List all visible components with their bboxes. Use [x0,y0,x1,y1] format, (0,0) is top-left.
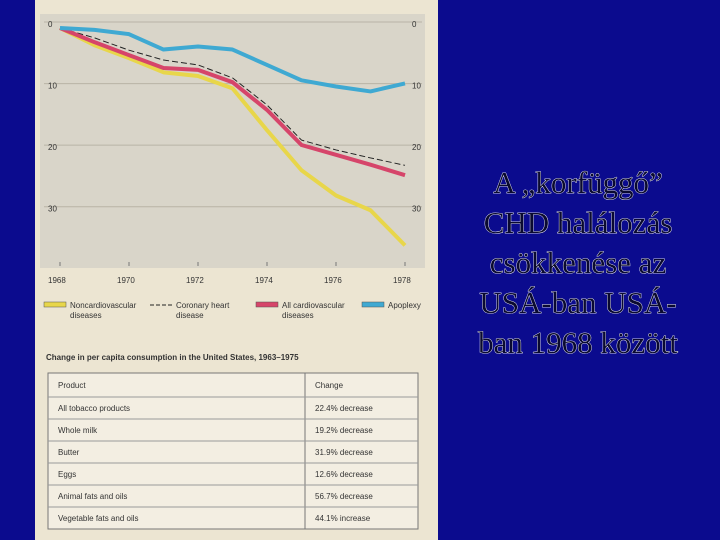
x-tick-label: 1978 [393,276,411,285]
series-line [59,26,406,94]
legend-label: All cardiovascular diseases [282,301,345,320]
table-cell: All tobacco products [58,404,130,413]
chart-background [40,14,425,268]
y-tick-label: 30 [48,205,57,214]
table-cell: Butter [58,448,80,457]
table-cell: Animal fats and oils [58,492,127,501]
y-tick-label: 10 [48,82,57,91]
y-tick-label: 30 [412,205,421,214]
y-tick-label: 0 [48,20,53,29]
legend-label: Apoplexy [388,301,421,310]
series-line [59,26,406,178]
series-line [59,27,406,166]
table-cell: Eggs [58,470,76,479]
table-cell: 56.7% decrease [315,492,373,501]
legend-label: Noncardiovascular diseases [70,301,137,320]
table-cell: 44.1% increase [315,514,371,523]
y-tick-label: 0 [412,20,417,29]
table-header: Product [58,381,86,390]
slide-title: A „korfüggő” CHD halálozás csökkenése az US… [478,165,678,360]
table-cell: 31.9% decrease [315,448,373,457]
legend-label: Coronary heart disease [176,301,230,320]
legend-swatch [361,301,385,308]
x-tick-label: 1968 [48,276,66,285]
table-cell: 12.6% decrease [315,470,373,479]
table-cell: Vegetable fats and oils [58,514,139,523]
series-line [59,26,407,247]
y-tick-label: 20 [412,143,421,152]
legend-swatch [43,301,67,308]
x-tick-label: 1974 [255,276,273,285]
x-tick-label: 1970 [117,276,135,285]
legend-swatch [255,301,279,308]
x-tick-label: 1976 [324,276,342,285]
y-tick-label: 20 [48,143,57,152]
table-frame [47,372,419,530]
table-title: Change in per capita consumption in the … [46,353,299,362]
table-header: Change [315,381,344,390]
table-cell: 19.2% decrease [315,426,373,435]
y-tick-label: 10 [412,82,421,91]
table-cell: 22.4% decrease [315,404,373,413]
x-tick-label: 1972 [186,276,204,285]
table-cell: Whole milk [58,426,98,435]
